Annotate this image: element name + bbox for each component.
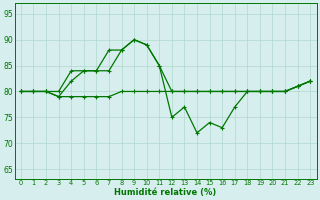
X-axis label: Humidité relative (%): Humidité relative (%) [115,188,217,197]
